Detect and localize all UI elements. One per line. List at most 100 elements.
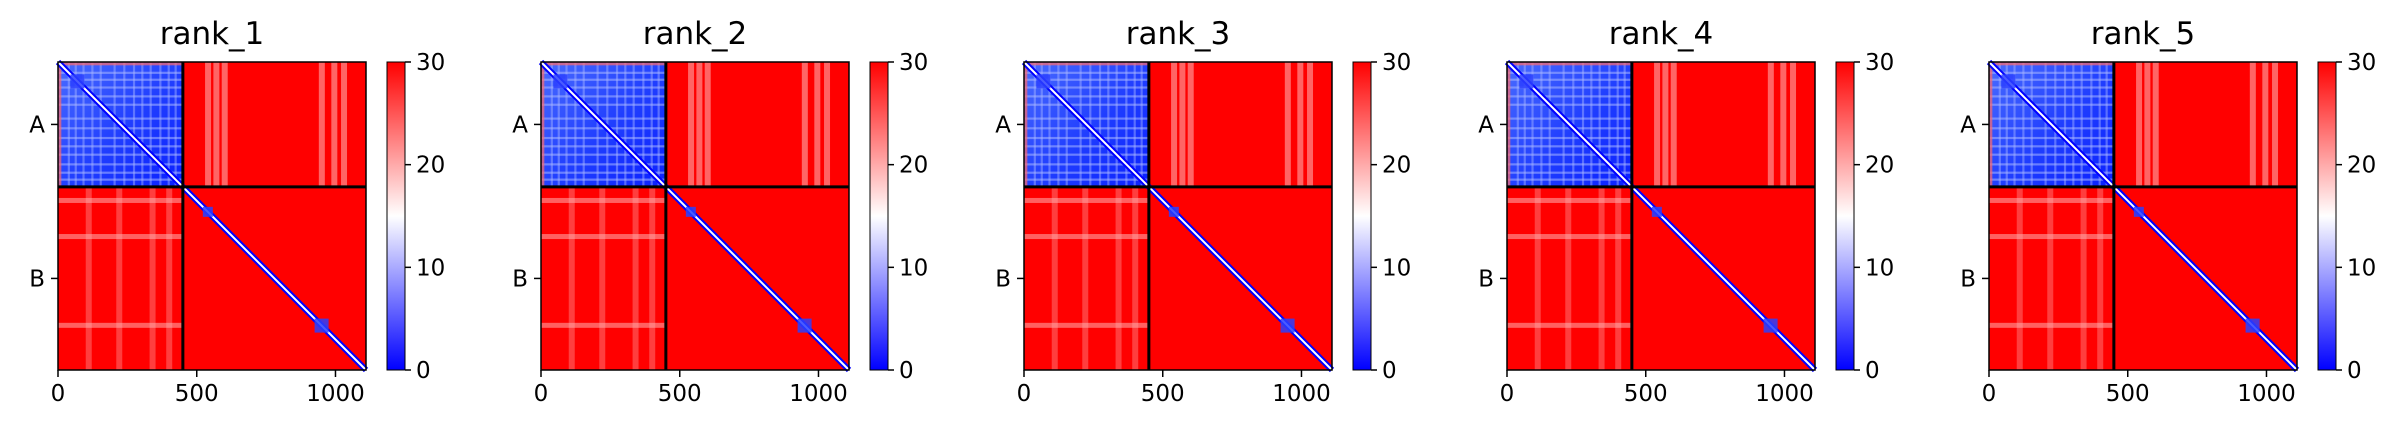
ab-band	[1670, 62, 1677, 187]
x-tick-label: 0	[1982, 381, 1997, 407]
a-block-streak-v	[1125, 62, 1128, 187]
ab-band	[1307, 62, 1314, 187]
a-block-streak-v	[1033, 62, 1036, 187]
a-block-streak-h	[541, 153, 666, 156]
panel-title: rank_4	[1609, 16, 1714, 52]
a-block-streak-h	[1024, 153, 1149, 156]
colorbar	[2317, 61, 2337, 371]
a-block-streak-v	[132, 62, 136, 187]
colorbar-tick-label: 30	[899, 50, 928, 76]
panel-title: rank_5	[2091, 16, 2196, 52]
ab-band	[1780, 62, 1787, 187]
a-block-streak-h	[58, 103, 183, 106]
x-tick-label: 1000	[1272, 381, 1331, 407]
panel-rank_5: rank_5 0 500 1000 A B 0 10 20 30	[1960, 16, 2376, 407]
a-block-streak-h	[1507, 171, 1632, 174]
a-block-edge-left	[1024, 62, 1028, 187]
plot-frame	[540, 61, 850, 371]
diagonal-domain	[1519, 74, 1534, 89]
ba-row-band	[1989, 197, 2114, 203]
diagonal-domain	[1168, 206, 1179, 217]
colorbar-tick-label: 0	[416, 358, 431, 384]
a-block-streak-h	[1507, 71, 1632, 74]
a-block-streak-v	[1079, 62, 1082, 187]
diagonal-domain	[314, 318, 329, 333]
a-block-streak-h	[58, 86, 183, 89]
diagonal-domain	[1036, 74, 1051, 89]
ab-band	[1297, 62, 1304, 187]
a-block-streak-v	[1523, 62, 1526, 187]
a-block-edge-left	[541, 62, 545, 187]
a-block-streak-v	[2090, 62, 2093, 187]
a-block-streak-h	[541, 171, 666, 174]
a-block-streak-v	[1115, 62, 1118, 187]
diagonal-domain	[2245, 318, 2260, 333]
a-block-streak-v	[74, 62, 77, 187]
ba-band	[632, 186, 639, 370]
ab-band	[221, 62, 228, 187]
a-block-edge-top	[1507, 62, 1632, 66]
ab-band	[1284, 62, 1291, 187]
panel-title: rank_3	[1126, 16, 1231, 52]
colorbar	[386, 61, 406, 371]
ab-band	[1662, 62, 1669, 187]
a-block-streak-h	[1507, 163, 1632, 166]
a-block-streak-v	[2105, 62, 2108, 187]
ab-band	[1179, 62, 1186, 187]
a-block-streak-h	[1024, 171, 1149, 174]
ab-band	[2152, 62, 2159, 187]
colorbar-tick-label: 20	[416, 153, 445, 179]
a-block-streak-h	[1989, 153, 2114, 156]
a-block-streak-v	[67, 62, 70, 187]
plot-frame	[1506, 61, 1816, 371]
a-block-streak-h	[541, 136, 666, 140]
ab-band	[1767, 62, 1774, 187]
a-block-streak-h	[1507, 86, 1632, 89]
colorbar-tick-label: 10	[2347, 255, 2376, 281]
a-block-streak-v	[1098, 62, 1102, 187]
x-tick-label: 500	[2106, 381, 2150, 407]
a-block-streak-v	[2022, 62, 2025, 187]
colorbar-tick-label: 0	[2347, 358, 2362, 384]
a-block-streak-h	[541, 178, 666, 181]
ba-band	[1051, 186, 1058, 370]
a-block-streak-v	[1040, 62, 1043, 187]
a-block-streak-h	[1989, 78, 2114, 81]
ba-row-band	[1989, 234, 2114, 240]
a-block-streak-h	[541, 163, 666, 166]
a-block-streak-h	[58, 95, 183, 98]
ba-band	[116, 186, 123, 370]
ba-row-band	[1024, 234, 1149, 240]
a-block-streak-h	[1989, 71, 2114, 74]
ab-band	[1171, 62, 1178, 187]
ab-band	[2249, 62, 2256, 187]
a-block-edge-top	[541, 62, 666, 66]
a-block-streak-v	[1065, 62, 1068, 187]
a-block-streak-v	[1598, 62, 1601, 187]
diagonal-domain	[1280, 318, 1295, 333]
a-block-streak-h	[1989, 103, 2114, 106]
ba-band	[166, 186, 173, 370]
a-block-streak-h	[1024, 178, 1149, 181]
colorbar	[1352, 61, 1372, 371]
diagonal-domain	[1651, 206, 1662, 217]
ba-band	[1565, 186, 1572, 370]
x-tick-label: 0	[1500, 381, 1515, 407]
a-block-streak-h	[1989, 178, 2114, 181]
diagonal-domain	[1763, 318, 1778, 333]
panel-title: rank_2	[643, 16, 748, 52]
colorbar-tick-label: 30	[1865, 50, 1894, 76]
a-block-streak-v	[642, 62, 645, 187]
colorbar-tick-label: 10	[899, 255, 928, 281]
a-block-streak-v	[1590, 62, 1593, 187]
panel-rank_1: rank_1 0 500 1000 A B 0 10 20 30	[29, 16, 445, 407]
a-block-streak-h	[58, 78, 183, 81]
x-tick-label: 500	[658, 381, 702, 407]
ab-band	[688, 62, 695, 187]
a-block-streak-h	[1989, 163, 2114, 166]
a-block-streak-h	[58, 171, 183, 174]
a-block-streak-h	[1024, 86, 1149, 89]
ba-row-band	[58, 322, 183, 328]
diagonal-domain	[553, 74, 568, 89]
a-block-streak-h	[1024, 163, 1149, 166]
